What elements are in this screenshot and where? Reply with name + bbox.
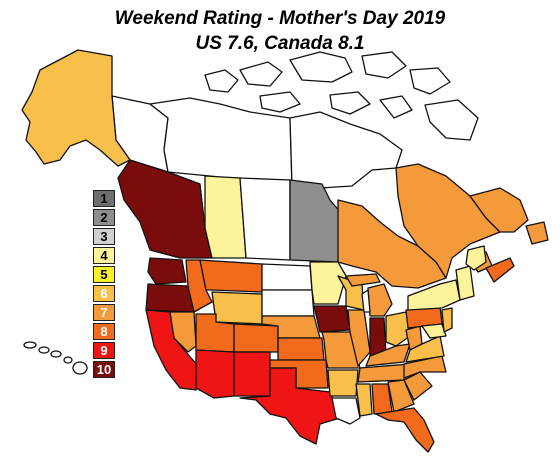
region-oregon bbox=[145, 283, 195, 313]
region-north-dakota bbox=[261, 263, 313, 291]
legend-label-5: 5 bbox=[100, 267, 108, 282]
region-arkansas bbox=[327, 369, 359, 397]
region-maine bbox=[465, 245, 487, 271]
region-wyoming bbox=[211, 291, 263, 325]
region-minnesota bbox=[309, 261, 347, 305]
legend-label-6: 6 bbox=[100, 286, 108, 301]
legend-swatch-6: 6 bbox=[93, 285, 115, 302]
region-florida bbox=[375, 407, 435, 453]
region-nevada bbox=[169, 311, 197, 353]
region-alaska bbox=[21, 49, 131, 167]
canada bbox=[111, 95, 549, 289]
legend-label-3: 3 bbox=[100, 229, 108, 244]
region-new-jersey bbox=[441, 307, 453, 333]
legend-label-4: 4 bbox=[100, 248, 108, 263]
region-saskatchewan bbox=[239, 177, 291, 261]
region-hawaii bbox=[23, 341, 88, 375]
region-arizona bbox=[195, 349, 235, 399]
legend-swatch-5: 5 bbox=[93, 266, 115, 283]
region-new-mexico bbox=[233, 351, 271, 397]
map-title: Weekend Rating - Mother's Day 2019 bbox=[114, 8, 446, 29]
region-washington bbox=[147, 257, 187, 285]
region-nova-scotia bbox=[485, 257, 515, 283]
region-newfoundland-island bbox=[525, 221, 549, 245]
region-tennessee bbox=[357, 363, 411, 383]
region-wisconsin-lake-gap bbox=[361, 289, 371, 313]
legend-label-2: 2 bbox=[100, 210, 108, 225]
region-colorado bbox=[233, 323, 279, 353]
legend-label-10: 10 bbox=[96, 362, 112, 377]
region-nunavut bbox=[289, 111, 403, 189]
region-georgia bbox=[387, 379, 415, 413]
region-michigan bbox=[367, 283, 393, 317]
legend-swatch-2: 2 bbox=[93, 209, 115, 226]
region-new-england bbox=[455, 265, 475, 301]
region-maryland bbox=[421, 323, 447, 339]
region-manitoba bbox=[289, 179, 343, 263]
region-british-columbia bbox=[117, 159, 213, 259]
legend-label-8: 8 bbox=[100, 324, 108, 339]
legend-swatch-4: 4 bbox=[93, 247, 115, 264]
arctic-islands bbox=[204, 51, 479, 141]
legend-label-7: 7 bbox=[100, 305, 108, 320]
united-states bbox=[145, 245, 487, 453]
legend-label-1: 1 bbox=[100, 191, 108, 206]
region-quebec bbox=[395, 163, 501, 279]
region-south-dakota bbox=[261, 289, 315, 317]
legend-swatch-10: 10 bbox=[93, 361, 115, 378]
legend-swatch-3: 3 bbox=[93, 228, 115, 245]
region-iowa bbox=[313, 305, 351, 333]
legend-swatch-8: 8 bbox=[93, 323, 115, 340]
region-kentucky bbox=[365, 343, 411, 367]
region-montana bbox=[199, 259, 263, 293]
region-illinois bbox=[347, 309, 371, 367]
region-louisiana bbox=[331, 397, 361, 425]
region-mississippi bbox=[355, 383, 373, 417]
region-virginia bbox=[405, 335, 445, 363]
legend-swatch-7: 7 bbox=[93, 304, 115, 321]
rating-legend: 1 2 3 4 5 6 7 8 9 10 bbox=[93, 190, 115, 380]
region-michigan-up bbox=[345, 273, 381, 287]
region-newfoundland bbox=[469, 187, 529, 233]
legend-swatch-9: 9 bbox=[93, 342, 115, 359]
legend-label-9: 9 bbox=[100, 343, 108, 358]
map-subtitle: US 7.6, Canada 8.1 bbox=[195, 33, 365, 54]
region-texas bbox=[239, 367, 341, 445]
region-ohio bbox=[385, 311, 411, 347]
region-kansas bbox=[277, 337, 325, 361]
region-alberta bbox=[204, 175, 247, 259]
legend-swatch-1: 1 bbox=[93, 190, 115, 207]
